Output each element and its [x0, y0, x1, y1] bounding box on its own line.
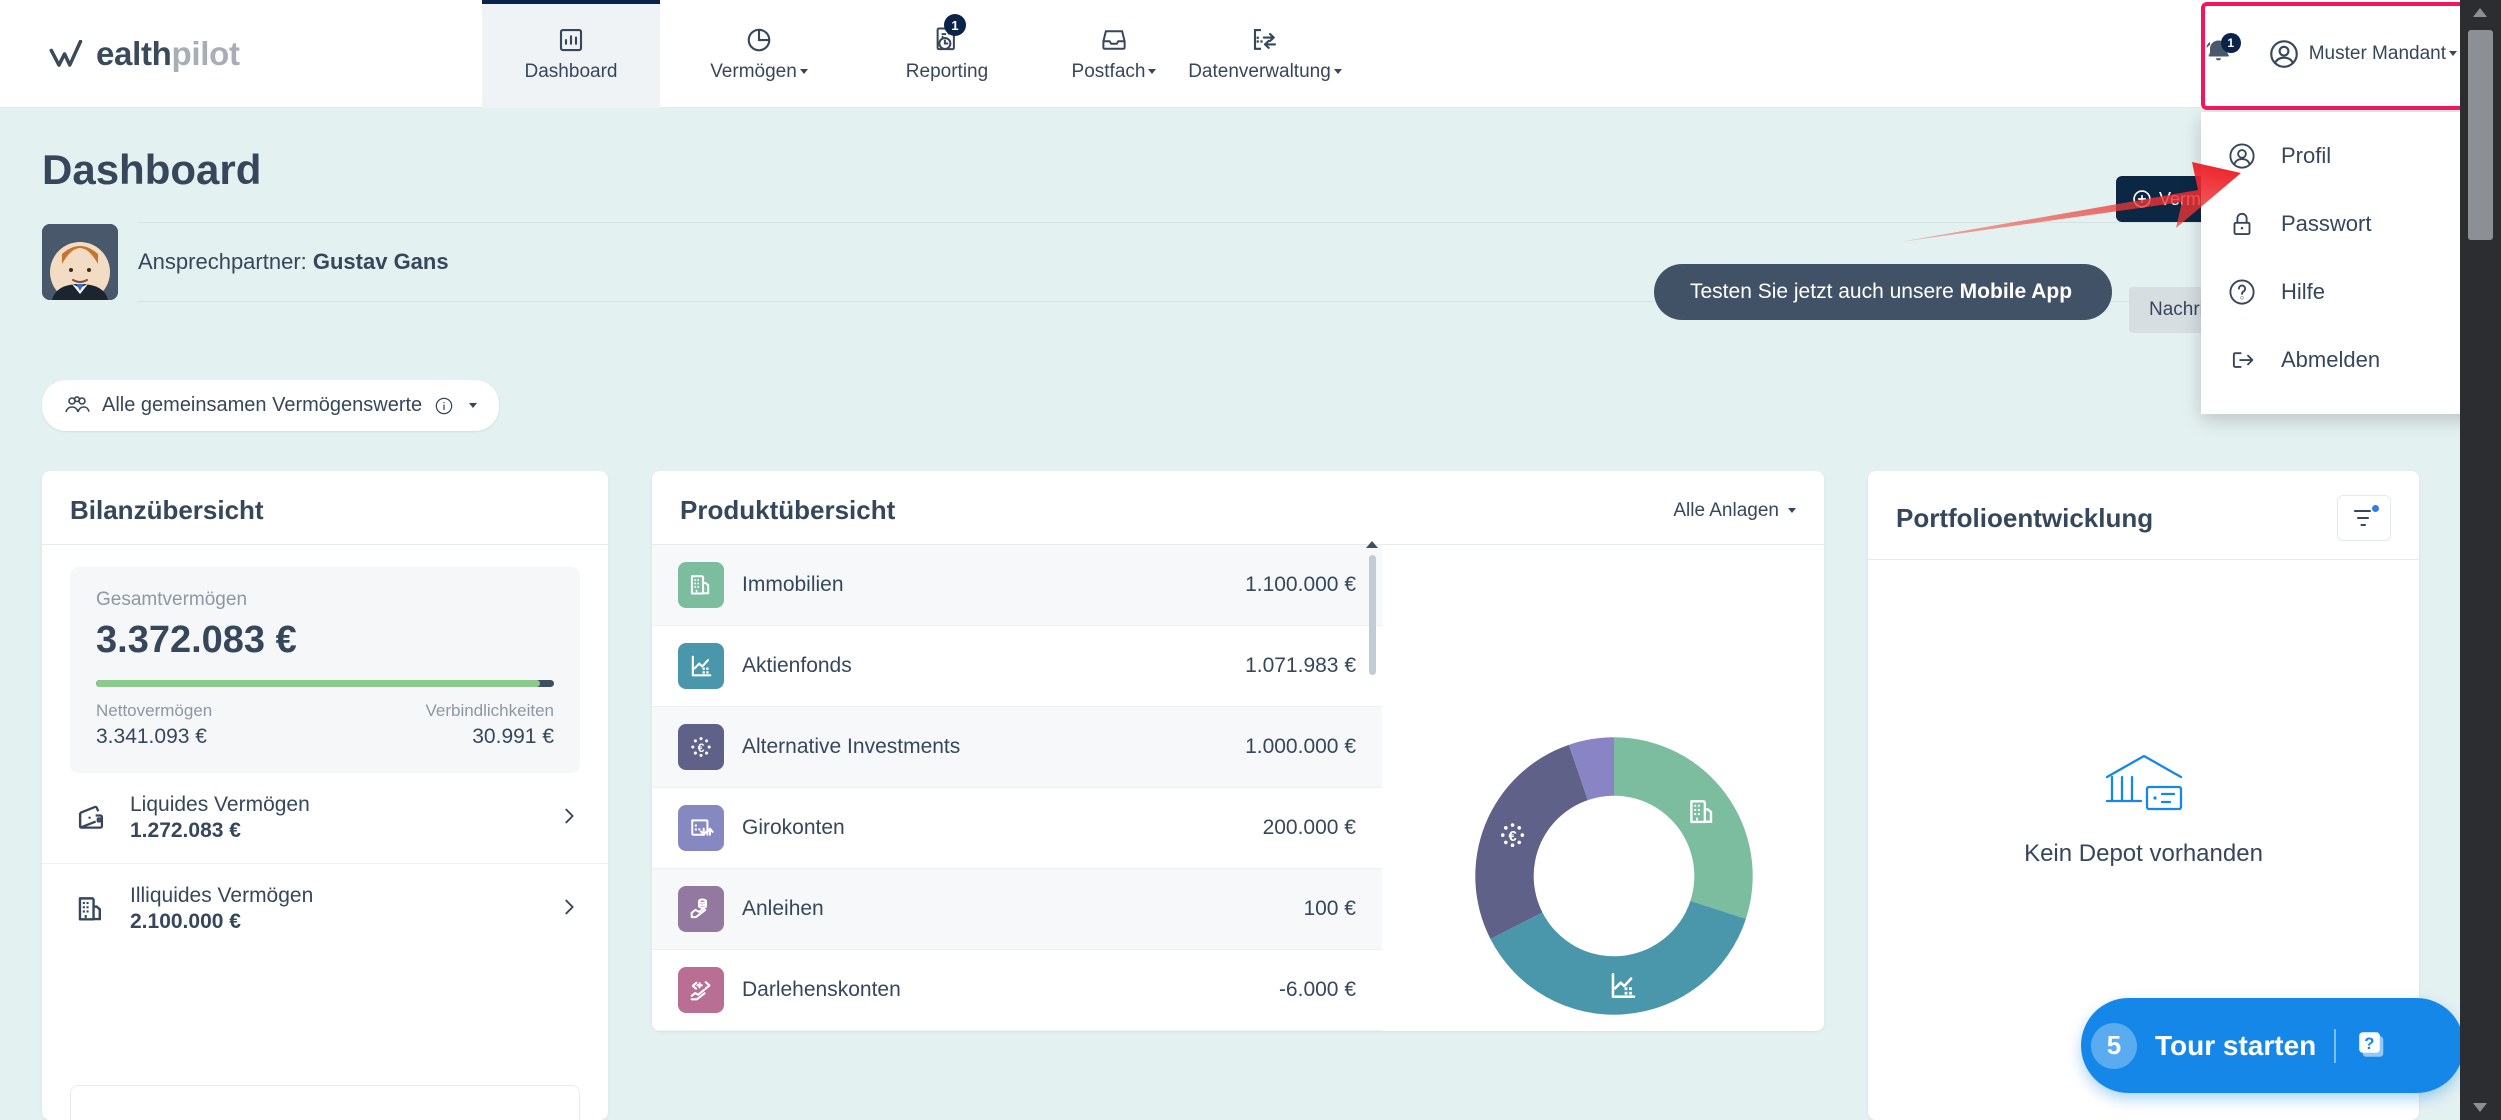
- svg-text:?: ?: [2365, 1033, 2375, 1052]
- svg-text:€: €: [698, 741, 705, 755]
- svg-text:€: €: [1508, 829, 1516, 845]
